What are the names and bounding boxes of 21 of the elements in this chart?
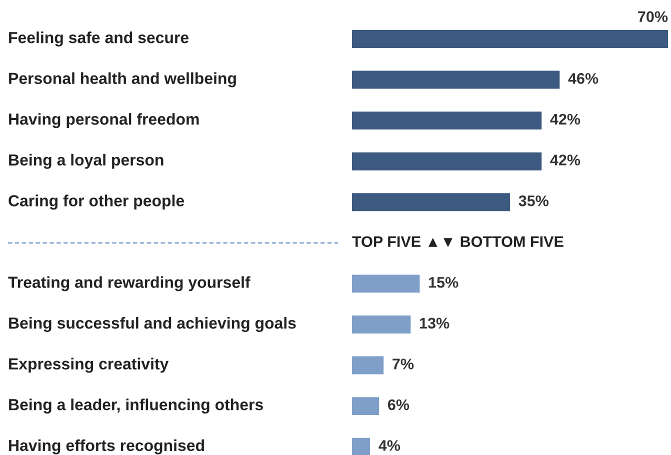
annotation: TOP FIVE ▲▼ BOTTOM FIVE bbox=[352, 236, 564, 248]
y-tick-label: Having personal freedom bbox=[9, 113, 199, 128]
data-label: 42% bbox=[550, 154, 580, 166]
data-label: 13% bbox=[420, 318, 450, 329]
data-label: 15% bbox=[429, 277, 458, 288]
y-tick-label: Personal health and wellbeing bbox=[9, 72, 236, 88]
data-label: 4% bbox=[378, 440, 400, 451]
data-label: 46% bbox=[568, 73, 598, 84]
data-label: 35% bbox=[518, 195, 549, 206]
data-label: 70% bbox=[638, 11, 668, 22]
y-tick-label: Treating and rewarding yourself bbox=[8, 276, 250, 292]
y-tick-label: Being successful and achieving goals bbox=[9, 317, 296, 332]
y-tick-label: Caring for other people bbox=[8, 194, 184, 210]
y-tick-label: Feeling safe and secure bbox=[9, 32, 189, 46]
y-tick-label: Expressing creativity bbox=[9, 358, 169, 373]
data-label: 6% bbox=[388, 399, 410, 410]
data-label: 42% bbox=[550, 114, 580, 125]
y-tick-label: Having efforts recognised bbox=[9, 439, 204, 454]
y-tick-label: Being a loyal person bbox=[9, 154, 164, 169]
y-tick-label: Being a leader, influencing others bbox=[9, 398, 263, 414]
data-label: 7% bbox=[392, 358, 414, 370]
